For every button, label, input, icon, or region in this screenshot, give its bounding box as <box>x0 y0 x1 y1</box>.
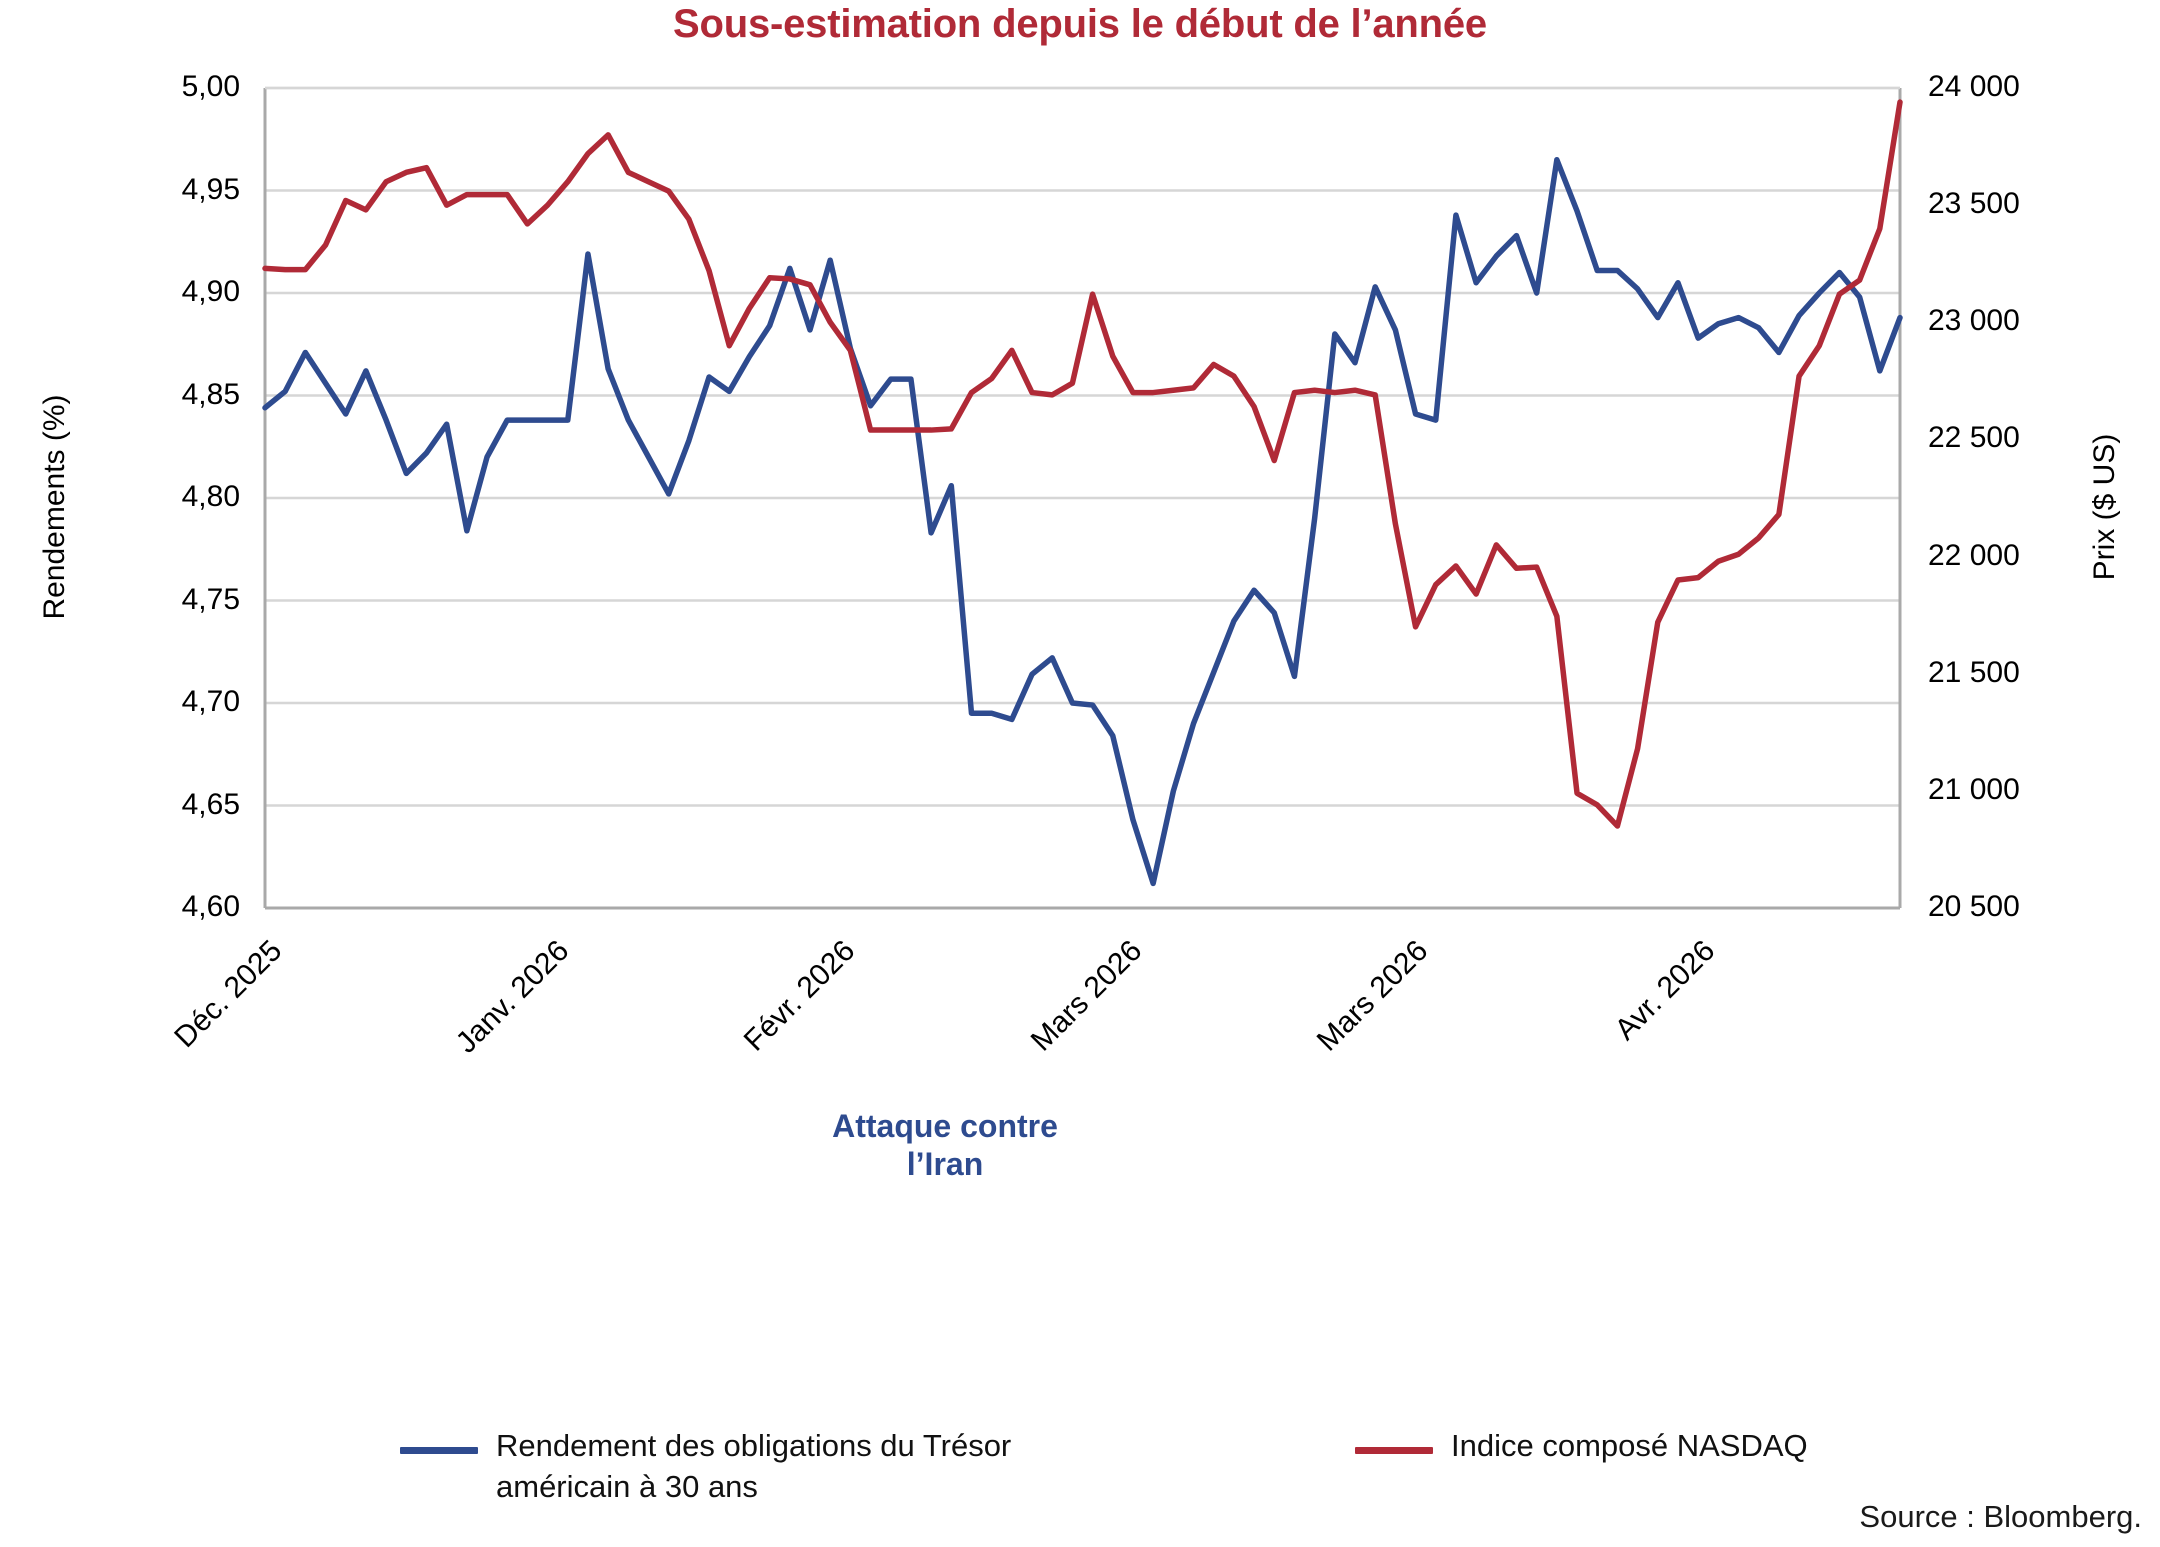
legend-swatch-nasdaq <box>1355 1447 1433 1454</box>
legend-item-nasdaq[interactable]: Indice composé NASDAQ <box>1355 1425 1808 1466</box>
y-axis-right-tick: 23 500 <box>1928 187 2020 221</box>
y-axis-right-tick: 21 500 <box>1928 655 2020 689</box>
legend-swatch-treasury-yield <box>400 1447 478 1454</box>
y-axis-right-tick: 21 000 <box>1928 772 2020 806</box>
y-axis-left-tick: 4,60 <box>181 890 240 923</box>
y-axis-right-tick: 20 500 <box>1928 890 2020 923</box>
y-axis-right-tick: 23 000 <box>1928 304 2020 338</box>
source-note: Source : Bloomberg. <box>1859 1499 2142 1534</box>
y-axis-left-tick: 4,75 <box>181 582 240 616</box>
series-line-nasdaq <box>262 99 1903 829</box>
y-axis-left-tick: 4,80 <box>181 480 240 513</box>
annotation-attaque-iran: Attaque contre l’Iran <box>832 1108 1058 1182</box>
legend-label-treasury-yield: Rendement des obligations du Trésor amér… <box>496 1428 1012 1505</box>
series-line-treasury-yield <box>262 157 1903 887</box>
legend-label-nasdaq: Indice composé NASDAQ <box>1451 1428 1808 1463</box>
legend-item-treasury-yield[interactable]: Rendement des obligations du Trésor amér… <box>400 1425 1011 1507</box>
y-axis-left-tick: 5,00 <box>181 70 240 103</box>
y-axis-left-tick: 4,90 <box>181 275 240 308</box>
y-axis-right-tick: 22 500 <box>1928 421 2020 455</box>
y-axis-right-tick: 24 000 <box>1928 70 2020 103</box>
y-axis-right-tick: 22 000 <box>1928 538 2020 572</box>
page-title: Sous-estimation depuis le début de l’ann… <box>673 2 1487 46</box>
y-axis-left-tick: 4,95 <box>181 172 240 206</box>
y-axis-left-tick: 4,85 <box>181 377 240 411</box>
y-axis-left-tick: 4,70 <box>181 685 240 718</box>
y-axis-left-tick: 4,65 <box>181 787 240 821</box>
